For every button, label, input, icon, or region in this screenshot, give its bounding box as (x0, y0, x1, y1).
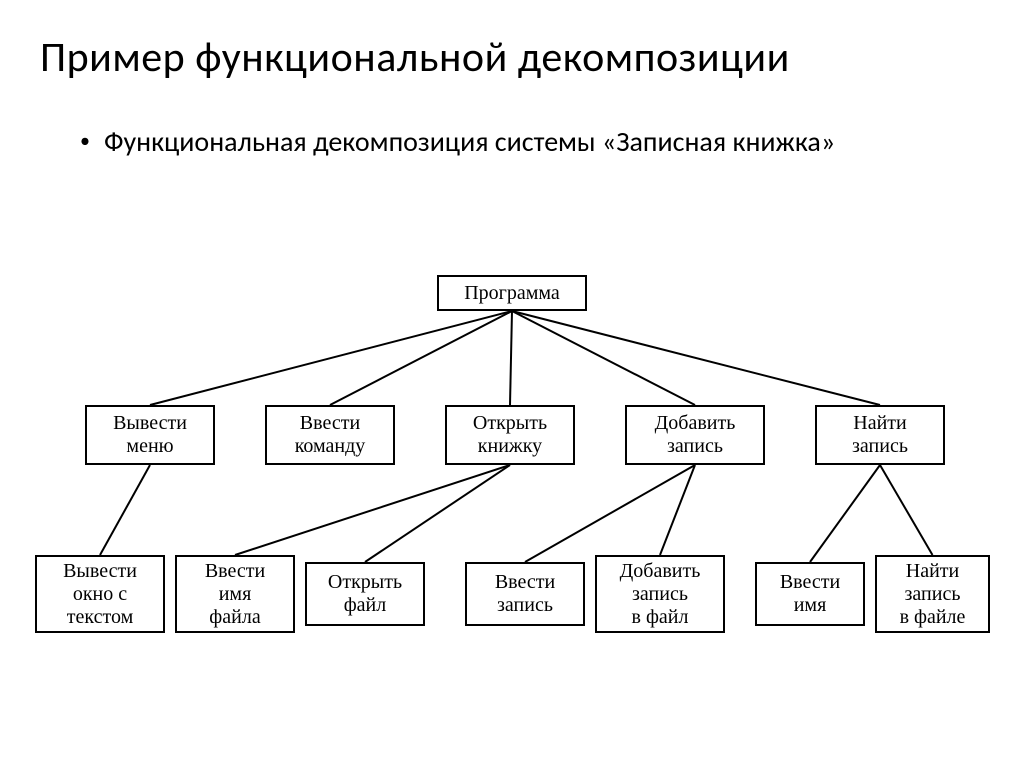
bullet-text: Функциональная декомпозиция системы «Зап… (104, 123, 835, 161)
slide-title: Пример функциональной декомпозиции (0, 0, 1024, 93)
node-l1b: Ввестикоманду (265, 405, 395, 465)
edge-l1a-l2a (100, 465, 150, 555)
edge-l1c-l2c (365, 465, 510, 562)
node-l1c: Открытькнижку (445, 405, 575, 465)
node-l2f: Ввестиимя (755, 562, 865, 626)
node-l2a: Вывестиокно стекстом (35, 555, 165, 633)
node-l1a: Вывестименю (85, 405, 215, 465)
edge-root-l1e (512, 311, 880, 405)
edge-root-l1c (510, 311, 512, 405)
diagram-edges (35, 275, 990, 735)
edge-root-l1d (512, 311, 695, 405)
node-l2e: Добавитьзаписьв файл (595, 555, 725, 633)
node-l2c: Открытьфайл (305, 562, 425, 626)
node-root: Программа (437, 275, 587, 311)
edge-l1c-l2b (235, 465, 510, 555)
edge-l1d-l2e (660, 465, 695, 555)
bullet-item: • Функциональная декомпозиция системы «З… (80, 123, 964, 161)
edge-l1d-l2d (525, 465, 695, 562)
edge-root-l1a (150, 311, 512, 405)
bullet-marker: • (80, 123, 90, 159)
node-l2d: Ввестизапись (465, 562, 585, 626)
edge-l1e-l2g (880, 465, 933, 555)
decomposition-diagram: Программа Вывестименю Ввестикоманду Открыть… (35, 275, 990, 735)
edge-root-l1b (330, 311, 512, 405)
edge-l1e-l2f (810, 465, 880, 562)
node-l1d: Добавитьзапись (625, 405, 765, 465)
node-l2b: Ввестиимяфайла (175, 555, 295, 633)
node-l2g: Найтизаписьв файле (875, 555, 990, 633)
node-l1e: Найтизапись (815, 405, 945, 465)
bullet-list: • Функциональная декомпозиция системы «З… (0, 93, 1024, 161)
